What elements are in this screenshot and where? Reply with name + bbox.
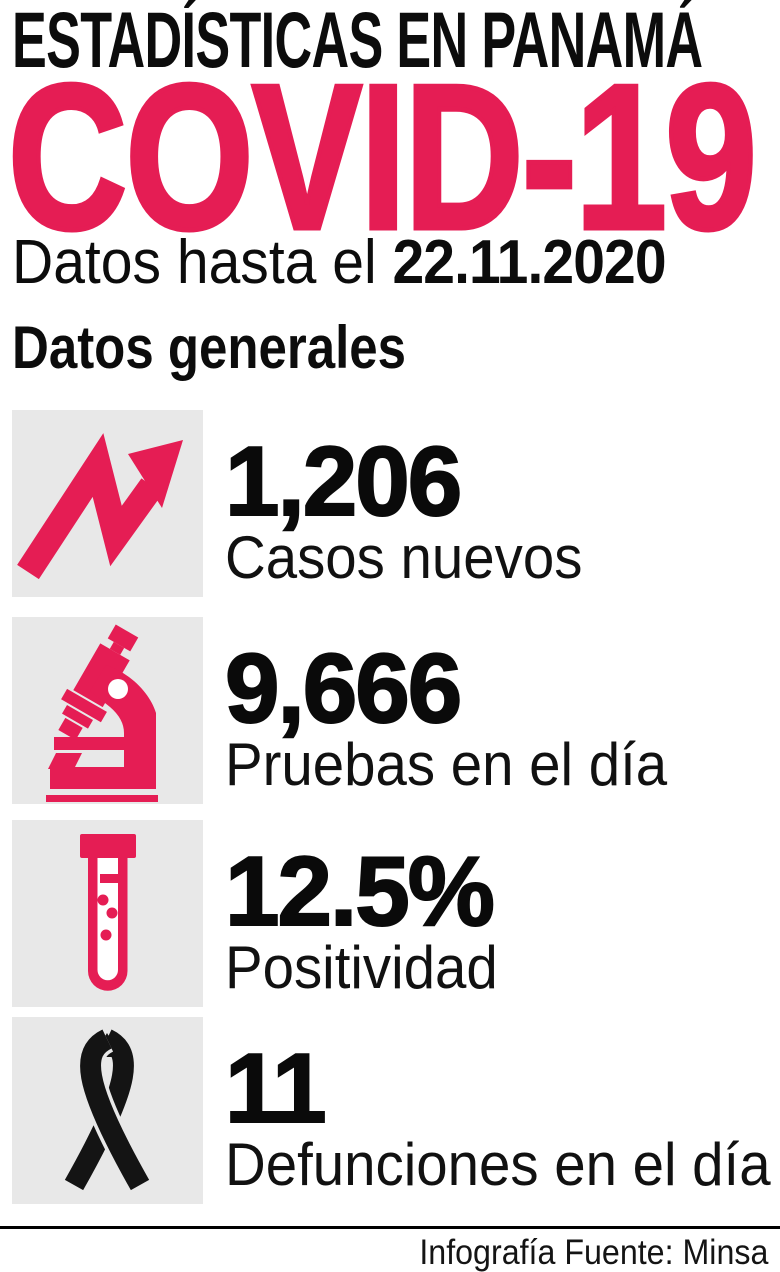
footer-divider xyxy=(0,1226,780,1229)
stat-icon-box xyxy=(12,617,203,804)
stat-row-positividad: 12.5% Positividad xyxy=(0,820,780,1007)
stat-row-defunciones: 11 Defunciones en el día xyxy=(0,1017,780,1204)
stat-row-casos-nuevos: 1,206 Casos nuevos xyxy=(0,410,780,597)
trend-up-arrow-icon xyxy=(17,433,183,580)
mourning-ribbon-icon xyxy=(64,1026,153,1192)
source-credit: Infografía Fuente: Minsa xyxy=(418,1233,768,1272)
date-prefix: Datos hasta el xyxy=(12,228,393,297)
stat-label: Positividad xyxy=(225,934,498,1001)
stat-value: 12.5% xyxy=(224,836,496,946)
stat-value: 9,666 xyxy=(224,633,463,743)
stat-value: 1,206 xyxy=(224,426,463,536)
test-tube-icon xyxy=(80,834,136,991)
date-value: 22.11.2020 xyxy=(392,228,666,297)
stat-label: Casos nuevos xyxy=(225,524,583,591)
stat-icon-box xyxy=(12,410,203,597)
stat-icon-box xyxy=(12,1017,203,1204)
section-title: Datos generales xyxy=(12,314,407,381)
stat-row-pruebas: 9,666 Pruebas en el día xyxy=(0,617,780,804)
stat-icon-box xyxy=(12,820,203,1007)
main-title: COVID-19 xyxy=(6,42,759,272)
stat-value: 11 xyxy=(224,1033,328,1143)
date-line: Datos hasta el 22.11.2020 xyxy=(12,232,667,294)
kicker-title: ESTADÍSTICAS EN PANAMÁ xyxy=(12,0,703,84)
stat-label: Pruebas en el día xyxy=(225,731,668,798)
microscope-icon xyxy=(46,624,158,802)
stat-label: Defunciones en el día xyxy=(225,1131,771,1198)
